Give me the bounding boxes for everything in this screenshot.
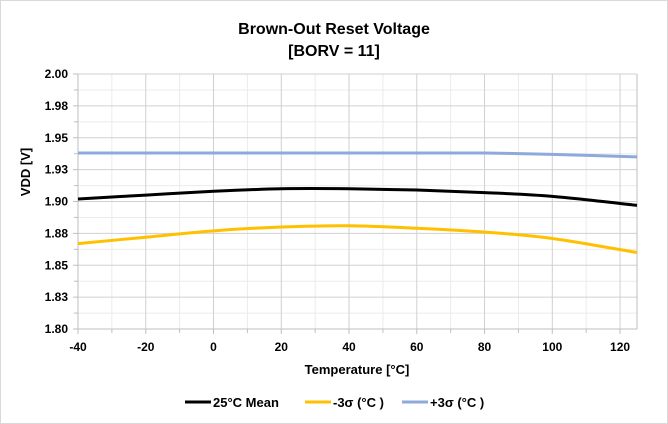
series-line-1 xyxy=(77,224,638,254)
series-line-2 xyxy=(77,151,638,159)
legend-label-2: +3σ (°C ) xyxy=(430,395,484,410)
y-tick-label: 1.93 xyxy=(45,163,69,177)
series-line-0 xyxy=(77,187,638,207)
y-tick-label: 1.85 xyxy=(45,258,69,272)
y-tick-label: 1.95 xyxy=(45,131,69,145)
y-tick-label: 1.83 xyxy=(45,290,69,304)
x-tick-label: 20 xyxy=(275,340,289,354)
x-axis-label: Temperature [°C] xyxy=(305,362,410,377)
x-tick-label: 120 xyxy=(610,340,630,354)
legend-label-1: -3σ (°C ) xyxy=(333,395,384,410)
x-tick-label: -20 xyxy=(137,340,155,354)
y-tick-label: 1.98 xyxy=(45,99,69,113)
y-tick-label: 1.90 xyxy=(45,195,69,209)
chart-title: Brown-Out Reset Voltage xyxy=(238,21,430,38)
y-axis-label: VDD [V] xyxy=(18,148,33,196)
x-tick-label: -40 xyxy=(69,340,87,354)
y-tick-label: 2.00 xyxy=(45,67,69,81)
y-tick-label: 1.88 xyxy=(45,226,69,240)
x-tick-label: 100 xyxy=(542,340,562,354)
x-tick-label: 80 xyxy=(478,340,492,354)
y-tick-label: 1.80 xyxy=(45,322,69,336)
x-tick-label: 0 xyxy=(210,340,217,354)
x-tick-label: 40 xyxy=(342,340,356,354)
legend-label-0: 25°C Mean xyxy=(213,395,279,410)
chart-subtitle: [BORV = 11] xyxy=(288,43,380,60)
x-tick-label: 60 xyxy=(410,340,424,354)
legend: 25°C Mean -3σ (°C ) +3σ (°C ) xyxy=(185,395,484,410)
